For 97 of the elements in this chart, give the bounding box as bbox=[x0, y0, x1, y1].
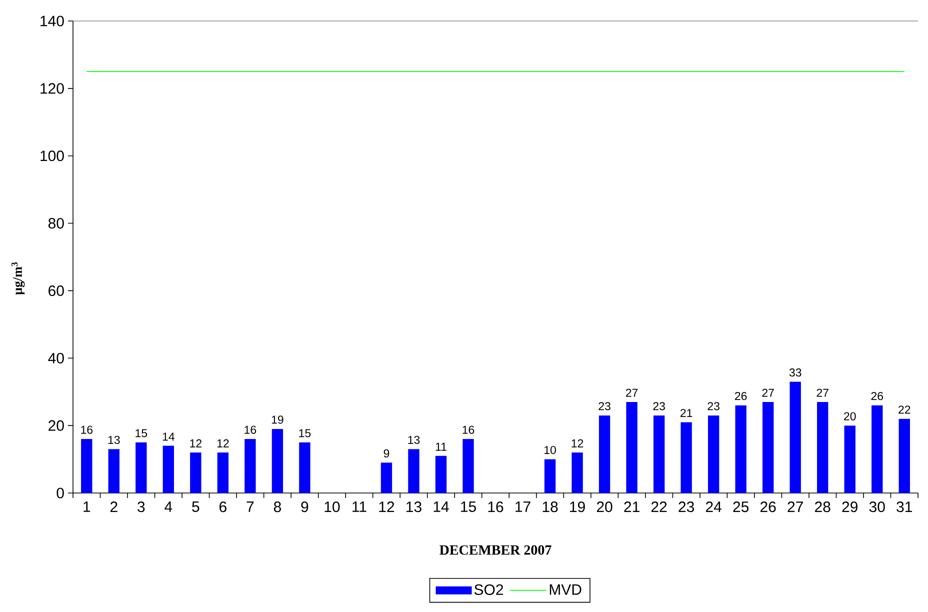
y-tick-label: 0 bbox=[56, 488, 64, 498]
x-tick-label: 31 bbox=[896, 502, 912, 512]
y-tick-label: 40 bbox=[48, 352, 64, 364]
data-label: 15 bbox=[136, 429, 148, 438]
legend-label: MVD bbox=[550, 584, 582, 595]
data-label: 15 bbox=[299, 429, 311, 438]
data-label: 14 bbox=[162, 432, 174, 441]
bar bbox=[462, 439, 474, 493]
data-label: 12 bbox=[190, 439, 202, 448]
x-tick-label: 17 bbox=[516, 502, 530, 512]
x-tick-label: 4 bbox=[164, 502, 172, 512]
x-tick-label: 23 bbox=[678, 502, 694, 512]
data-label: 22 bbox=[898, 406, 910, 414]
x-tick-label: 21 bbox=[624, 502, 640, 512]
data-label: 12 bbox=[217, 439, 229, 448]
bar bbox=[680, 422, 692, 493]
x-tick-label: 25 bbox=[733, 502, 749, 512]
bar bbox=[299, 442, 310, 493]
bar bbox=[380, 462, 392, 493]
bar bbox=[108, 449, 120, 493]
x-tick-label: 6 bbox=[220, 502, 226, 512]
x-tick-label: 8 bbox=[274, 502, 281, 512]
data-label: 11 bbox=[436, 442, 446, 451]
bar bbox=[817, 402, 828, 493]
x-tick-label: 27 bbox=[788, 502, 803, 512]
x-tick-label: 13 bbox=[406, 502, 422, 512]
bar bbox=[762, 402, 774, 493]
data-label: 27 bbox=[762, 388, 774, 397]
y-tick-label: 100 bbox=[40, 150, 64, 162]
data-label: 20 bbox=[844, 412, 856, 420]
x-tick-label: 26 bbox=[760, 502, 776, 512]
x-tick-label: 29 bbox=[842, 502, 858, 512]
data-label: 33 bbox=[789, 368, 802, 377]
x-tick-label: 10 bbox=[324, 502, 340, 512]
bar bbox=[790, 382, 801, 493]
data-label: 26 bbox=[871, 392, 884, 400]
x-tick-label: 19 bbox=[570, 502, 585, 512]
x-tick-label: 3 bbox=[138, 502, 145, 512]
y-axis-title: µg/m$^{3}$ bbox=[11, 262, 25, 295]
bar bbox=[872, 405, 883, 493]
x-tick-label: 15 bbox=[461, 502, 476, 512]
data-label: 23 bbox=[653, 402, 665, 410]
data-label: 21 bbox=[680, 408, 692, 417]
bar bbox=[572, 452, 583, 493]
x-tick-label: 5 bbox=[192, 502, 200, 512]
x-tick-label: 2 bbox=[110, 502, 118, 512]
x-tick-label: 28 bbox=[815, 502, 830, 512]
x-tick-label: 24 bbox=[706, 502, 722, 512]
x-tick-label: 18 bbox=[542, 502, 558, 512]
bar bbox=[898, 418, 910, 493]
bar bbox=[272, 428, 284, 493]
y-tick-label: 80 bbox=[48, 218, 64, 229]
x-tick-label: 12 bbox=[379, 502, 394, 512]
bar bbox=[708, 415, 720, 493]
x-tick-label: 20 bbox=[596, 502, 612, 512]
data-label: 16 bbox=[81, 426, 93, 434]
bar bbox=[190, 452, 202, 493]
bar bbox=[435, 456, 447, 493]
data-label: 13 bbox=[108, 436, 120, 444]
x-axis-title: DECEMBER 2007 bbox=[440, 545, 552, 555]
y-tick-label: 140 bbox=[40, 16, 64, 26]
x-tick-label: 9 bbox=[301, 502, 308, 512]
data-label: 10 bbox=[544, 446, 556, 454]
x-tick-label: 1 bbox=[84, 502, 90, 512]
bar bbox=[136, 442, 147, 493]
x-tick-label: 22 bbox=[651, 502, 667, 512]
data-label: 27 bbox=[816, 388, 828, 397]
data-label: 23 bbox=[598, 402, 610, 410]
data-label: 27 bbox=[626, 388, 638, 397]
data-label: 12 bbox=[572, 439, 584, 448]
bar bbox=[81, 439, 92, 493]
legend-label: SO2 bbox=[474, 584, 504, 595]
x-tick-label: 16 bbox=[488, 502, 504, 512]
data-label: 23 bbox=[708, 402, 720, 410]
bar bbox=[162, 446, 174, 493]
bar bbox=[653, 415, 665, 493]
bar bbox=[844, 426, 856, 493]
bar bbox=[408, 449, 420, 493]
bar bbox=[217, 452, 229, 493]
bar bbox=[598, 415, 610, 493]
x-tick-label: 14 bbox=[434, 502, 449, 512]
y-tick-label: 120 bbox=[40, 83, 64, 94]
x-tick-label: 11 bbox=[352, 502, 366, 512]
bar bbox=[244, 439, 256, 493]
y-tick-label: 20 bbox=[48, 420, 64, 431]
bar bbox=[735, 405, 746, 493]
data-label: 19 bbox=[272, 416, 284, 424]
bar bbox=[626, 402, 638, 493]
data-label: 13 bbox=[408, 436, 420, 444]
data-label: 16 bbox=[462, 426, 474, 434]
y-tick-label: 60 bbox=[48, 285, 64, 296]
x-tick-label: 7 bbox=[246, 502, 254, 512]
x-tick-label: 30 bbox=[869, 502, 885, 512]
data-label: 26 bbox=[735, 392, 747, 400]
bar bbox=[544, 459, 556, 493]
data-label: 16 bbox=[244, 426, 256, 434]
data-label: 9 bbox=[384, 449, 390, 458]
